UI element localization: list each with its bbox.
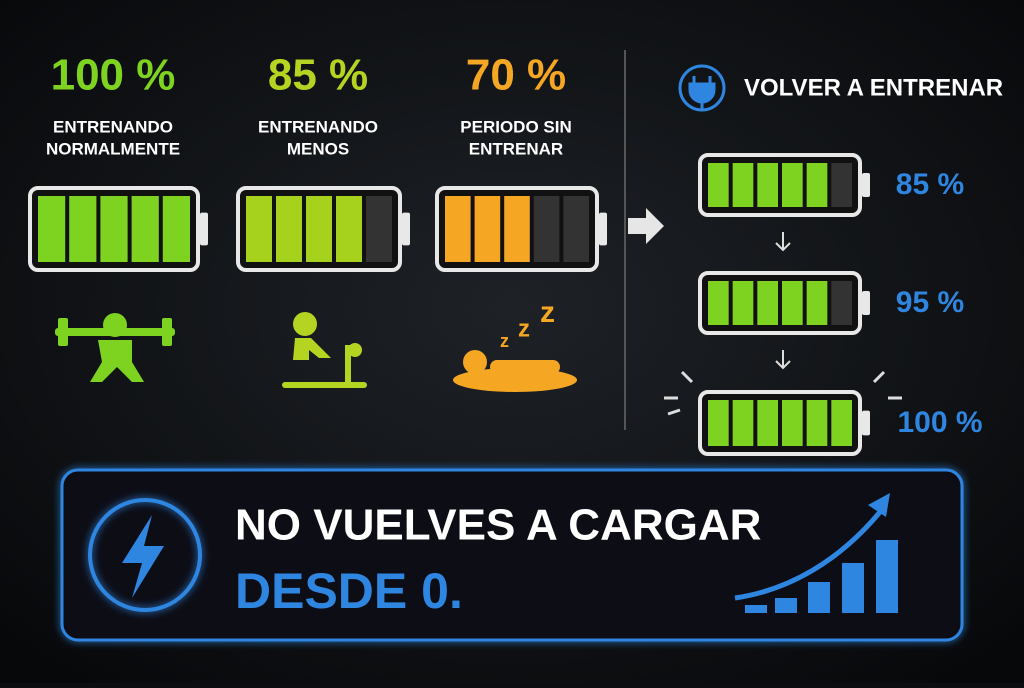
plug	[688, 76, 716, 110]
battery-tip	[862, 291, 870, 315]
banner	[60, 468, 964, 642]
bolt-ring	[88, 498, 202, 612]
battery-cell	[306, 196, 332, 262]
battery-tip	[402, 212, 410, 246]
battery-cell	[246, 196, 272, 262]
state-label: NORMALMENTE	[46, 139, 180, 158]
battery-cell	[806, 163, 828, 207]
state-label: ENTRENAR	[469, 139, 563, 158]
battery-tip	[862, 410, 870, 436]
battery-cell	[757, 400, 778, 446]
battery-cell	[504, 196, 530, 262]
battery-cell	[782, 281, 803, 325]
percent: 100 %	[51, 51, 176, 100]
step-percent: 100 %	[897, 406, 982, 439]
battery-cell	[708, 163, 729, 207]
sparkle	[664, 370, 902, 416]
battery-cell	[100, 196, 128, 262]
battery-cell	[445, 196, 471, 262]
battery-cell	[782, 163, 803, 207]
battery-cell	[162, 196, 190, 262]
step-percent: 95 %	[896, 286, 964, 319]
step-percent: 85 %	[896, 168, 964, 201]
growth-icon	[734, 493, 898, 613]
icon-squat	[55, 313, 175, 382]
batteries	[28, 153, 870, 456]
battery-tip	[862, 173, 870, 197]
battery-cell	[732, 400, 754, 446]
battery-cell	[533, 196, 560, 262]
battery-cell	[474, 196, 501, 262]
icon-rowing	[282, 312, 367, 388]
banner-line1: NO VUELVES A CARGAR	[235, 501, 761, 550]
state-label: MENOS	[287, 139, 349, 158]
battery-cell	[757, 163, 778, 207]
battery-cell	[276, 196, 302, 262]
state-label: ENTRENANDO	[258, 117, 378, 136]
battery-cell	[708, 400, 729, 446]
svg-text:z: z	[518, 315, 530, 342]
svg-text:z: z	[540, 296, 555, 329]
battery-cell	[757, 281, 778, 325]
battery-cell	[732, 163, 754, 207]
battery-cell	[831, 281, 852, 325]
svg-text:z: z	[500, 331, 509, 351]
battery-cell	[806, 281, 828, 325]
state-label: PERIODO SIN	[460, 117, 571, 136]
percent: 85 %	[268, 51, 368, 100]
battery-cell	[131, 196, 159, 262]
recovery-title: VOLVER A ENTRENAR	[744, 74, 1003, 101]
arrow	[628, 208, 664, 244]
state-label: ENTRENANDO	[53, 117, 173, 136]
bolt	[122, 515, 164, 598]
battery-cell	[708, 281, 729, 325]
battery-tip	[599, 212, 607, 246]
battery-cell	[366, 196, 392, 262]
battery-cell	[38, 196, 66, 262]
battery-cell	[732, 281, 754, 325]
battery-cell	[336, 196, 362, 262]
battery-cell	[69, 196, 97, 262]
battery-cell	[782, 400, 803, 446]
down-arrows	[775, 232, 791, 370]
battery-cell	[831, 400, 852, 446]
percent: 70 %	[466, 51, 566, 100]
banner-line2: DESDE 0.	[235, 563, 463, 619]
battery-tip	[200, 212, 208, 246]
battery-cell	[831, 163, 852, 207]
battery-cell	[563, 196, 589, 262]
battery-cell	[806, 400, 828, 446]
